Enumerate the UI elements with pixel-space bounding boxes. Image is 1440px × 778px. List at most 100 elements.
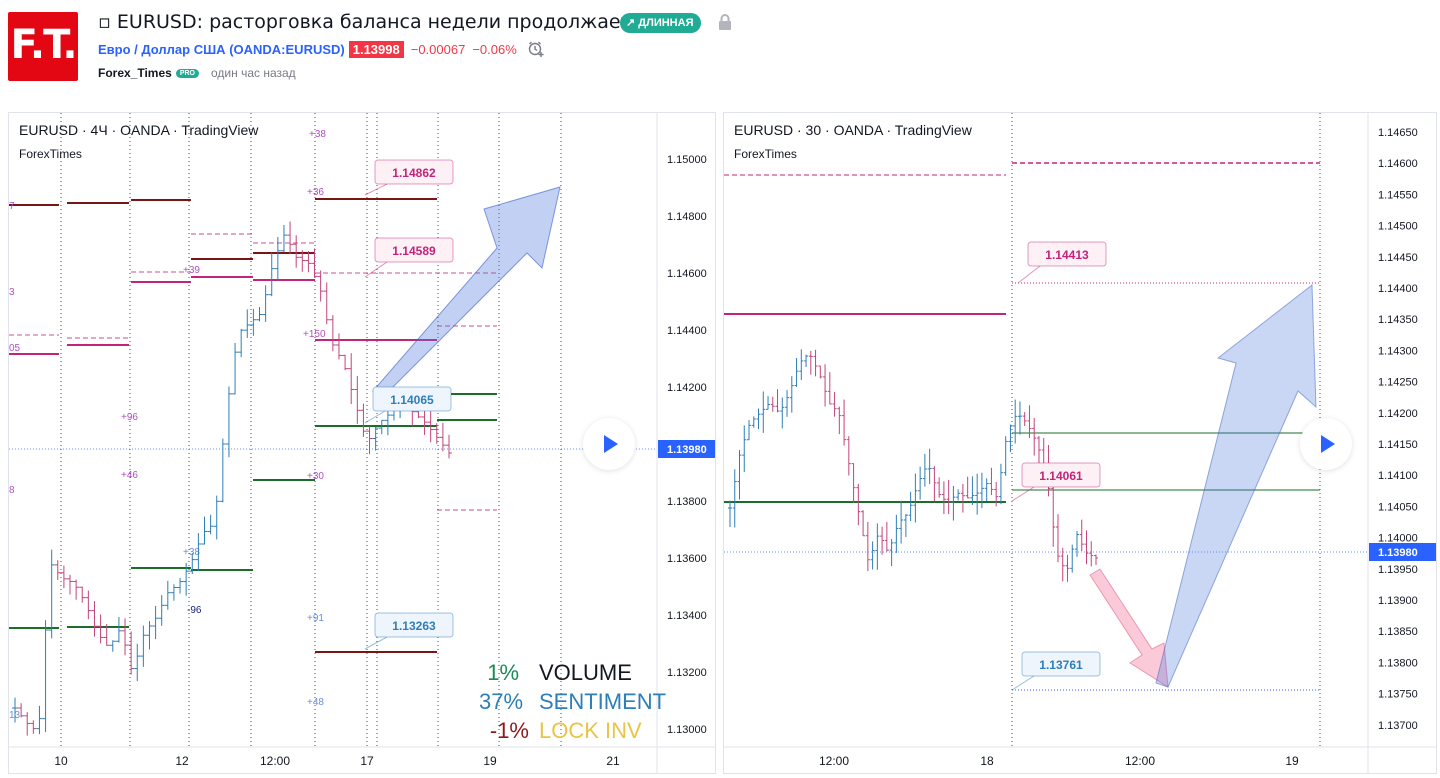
price-axis-label: 1.14800 bbox=[667, 211, 707, 223]
time-axis-label: 10 bbox=[54, 754, 68, 768]
price-axis-label: 1.13400 bbox=[667, 610, 707, 622]
pro-badge: PRO bbox=[175, 68, 199, 78]
level-label: +48 bbox=[307, 697, 324, 708]
stat-volume-label: VOLUME bbox=[539, 660, 632, 685]
level-label: 8 bbox=[9, 485, 15, 496]
price-axis-label: 1.15000 bbox=[667, 154, 707, 166]
lock-icon bbox=[719, 14, 731, 30]
current-price-label: 1.13980 bbox=[667, 444, 707, 456]
price-axis-label: 1.14150 bbox=[1378, 439, 1418, 451]
callout-high-pointer bbox=[364, 183, 388, 196]
callout-target-box bbox=[1027, 241, 1107, 267]
level-label: -96 bbox=[187, 605, 202, 616]
callout-low-box bbox=[374, 612, 454, 638]
forecast-arrow bbox=[372, 186, 561, 394]
price-axis-label: 1.14200 bbox=[1378, 408, 1418, 420]
callout-low-box bbox=[1021, 651, 1101, 677]
chart-30m[interactable]: 1.14413 1.14061 1.13761 1.14650 1.14600 1.145… bbox=[723, 112, 1437, 774]
price-axis-label: 1.14650 bbox=[1378, 127, 1418, 139]
price-axis-label: 1.13850 bbox=[1378, 626, 1418, 638]
stat-sentiment-pct: 37% bbox=[479, 689, 524, 714]
chart-legend: EURUSD · 4Ч · OANDA · TradingView bbox=[19, 122, 259, 138]
stat-lock-pct: -1% bbox=[489, 718, 529, 743]
callout-mid-box bbox=[374, 237, 454, 263]
level-label: 7 bbox=[9, 201, 15, 212]
chart-sublegend: ForexTimes bbox=[734, 147, 797, 161]
price-axis-label: 1.14500 bbox=[1378, 221, 1418, 233]
callout-high-box bbox=[374, 159, 454, 185]
stat-volume-pct: 1% bbox=[487, 660, 519, 685]
play-button[interactable] bbox=[1300, 418, 1352, 470]
last-price-badge: 1.13998 bbox=[348, 40, 404, 58]
price-axis-label: 1.13700 bbox=[1378, 720, 1418, 732]
alarm-clock-icon[interactable] bbox=[527, 40, 545, 58]
price-axis-label: 1.14350 bbox=[1378, 314, 1418, 326]
price-axis-label: 1.14200 bbox=[667, 382, 707, 394]
callout-entry-label: 1.14065 bbox=[390, 393, 434, 407]
chart-sublegend: ForexTimes bbox=[19, 147, 82, 161]
symbol-name-link[interactable]: Евро / Доллар США bbox=[98, 41, 226, 57]
level-label: +46 bbox=[121, 470, 138, 481]
play-button[interactable] bbox=[583, 418, 635, 470]
callout-target-label: 1.14413 bbox=[1045, 248, 1089, 262]
stat-sentiment-label: SENTIMENT bbox=[539, 689, 667, 714]
price-axis-label: 1.13800 bbox=[667, 496, 707, 508]
price-axis-label: 1.14400 bbox=[1378, 283, 1418, 295]
time-axis-label: 18 bbox=[980, 754, 994, 768]
callout-low-label: 1.13761 bbox=[1039, 658, 1083, 672]
callout-mid-pointer bbox=[364, 261, 388, 278]
level-label: +150 bbox=[303, 329, 326, 340]
price-axis-label: 1.14250 bbox=[1378, 377, 1418, 389]
author-row: Forex_Times PRO один час назад bbox=[98, 65, 296, 81]
level-label: +38 bbox=[183, 547, 200, 558]
price-axis-label: 1.14050 bbox=[1378, 501, 1418, 513]
time-axis-label: 12:00 bbox=[819, 754, 849, 768]
callout-low-label: 1.13263 bbox=[392, 619, 436, 633]
time-axis-label: 12:00 bbox=[1125, 754, 1155, 768]
price-axis-label: 1.14000 bbox=[1378, 533, 1418, 545]
price-axis-label: 1.13950 bbox=[1378, 564, 1418, 576]
chart-4h[interactable]: +38 +36 +39 +150 +96 +46 +30 +38 -96 +91 +48 7 3 05 8 1… bbox=[8, 112, 716, 774]
callout-low-pointer bbox=[1011, 675, 1035, 691]
callout-pivot-label: 1.14061 bbox=[1039, 469, 1083, 483]
time-axis-label: 21 bbox=[606, 754, 620, 768]
time-axis-label: 12:00 bbox=[260, 754, 290, 768]
forecast-arrow-down bbox=[1089, 568, 1169, 688]
price-axis-label: 1.13900 bbox=[1378, 595, 1418, 607]
level-label: +38 bbox=[309, 129, 326, 140]
long-direction-badge: ↗ ДЛИННАЯ bbox=[620, 13, 702, 33]
author-link[interactable]: Forex_Times bbox=[98, 66, 172, 80]
price-axis-label: 1.14450 bbox=[1378, 252, 1418, 264]
callout-entry-box bbox=[372, 386, 452, 412]
price-axis-label: 1.13750 bbox=[1378, 689, 1418, 701]
level-label: +39 bbox=[183, 265, 200, 276]
time-axis-label: 12 bbox=[175, 754, 189, 768]
callout-pivot-box bbox=[1021, 462, 1101, 488]
stat-volume: 1% VOLUME bbox=[479, 658, 709, 687]
level-label: +91 bbox=[307, 613, 324, 624]
chart-30m-canvas[interactable]: 1.14413 1.14061 1.13761 1.14650 1.14600 1.145… bbox=[724, 113, 1437, 774]
symbol-code-link[interactable]: (OANDA:EURUSD) bbox=[229, 41, 345, 57]
price-axis-label: 1.13000 bbox=[667, 724, 707, 736]
level-label: +96 bbox=[121, 412, 138, 423]
price-axis-label: 1.14100 bbox=[1378, 470, 1418, 482]
stat-lock: -1% LOCK INV bbox=[479, 716, 709, 745]
price-axis-label: 1.14600 bbox=[1378, 158, 1418, 170]
forecast-arrow-up bbox=[1155, 284, 1317, 688]
publish-time: один час назад bbox=[211, 66, 296, 80]
current-price-label: 1.13980 bbox=[1378, 547, 1418, 559]
chart-4h-canvas[interactable]: +38 +36 +39 +150 +96 +46 +30 +38 -96 +91 +48 7 3 05 8 1… bbox=[9, 113, 716, 774]
forextimes-logo[interactable]: F.T. bbox=[8, 12, 78, 81]
callout-pivot-pointer bbox=[1011, 486, 1035, 502]
current-price-tag bbox=[1369, 543, 1436, 561]
price-axis-label: 1.13600 bbox=[667, 553, 707, 565]
level-label: 05 bbox=[9, 343, 21, 354]
level-label: +36 bbox=[307, 187, 324, 198]
stat-lock-label: LOCK INV bbox=[539, 718, 642, 743]
callout-entry-pointer bbox=[364, 410, 386, 424]
stat-sentiment: 37% SENTIMENT bbox=[479, 687, 709, 716]
stats-overlay: 1% VOLUME 37% SENTIMENT -1% LOCK INV bbox=[479, 658, 709, 745]
time-axis-label: 19 bbox=[1285, 754, 1299, 768]
callout-high-label: 1.14862 bbox=[392, 166, 436, 180]
